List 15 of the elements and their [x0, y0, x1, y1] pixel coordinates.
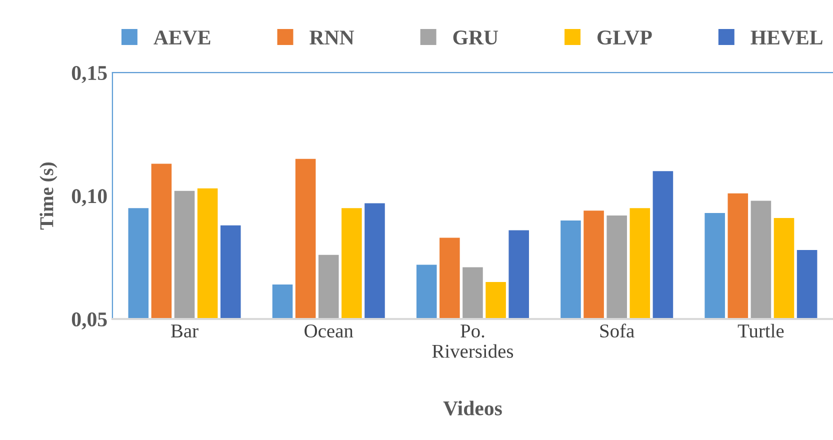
legend-label: HEVEL — [750, 30, 822, 45]
legend-label: GLVP — [597, 30, 652, 45]
x-tick-label: Po. Riversides — [432, 324, 514, 358]
x-axis-title: Videos — [443, 400, 502, 416]
x-tick-label: Turtle — [738, 324, 784, 338]
y-tick-label: 0,05 — [72, 312, 107, 330]
x-tick-label: Ocean — [304, 324, 354, 338]
legend-label: GRU — [453, 30, 498, 45]
legend-label: RNN — [310, 30, 354, 44]
x-tick-label: Sofa — [600, 324, 634, 338]
y-tick-label: 0,15 — [72, 66, 107, 84]
legend-label: AEVE — [154, 30, 210, 45]
y-axis-title: Time (s) — [40, 162, 58, 230]
y-tick-label: 0,10 — [72, 189, 107, 206]
x-tick-label: Bar — [171, 324, 198, 338]
